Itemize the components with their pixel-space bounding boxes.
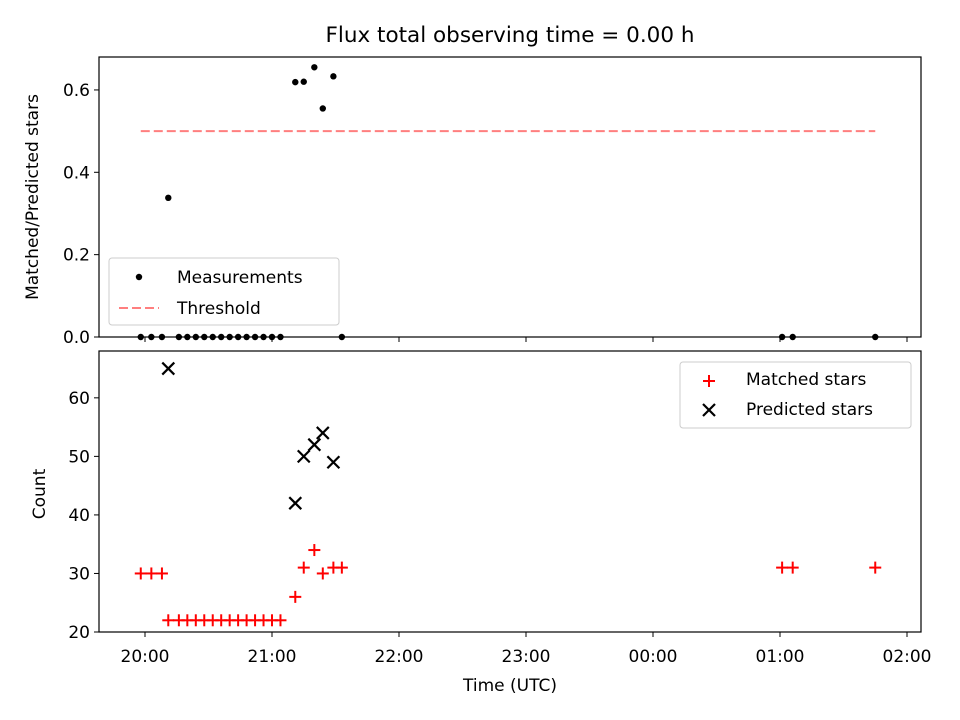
y-tick-label: 0.2 [63, 246, 90, 266]
top-ylabel: Matched/Predicted stars [23, 94, 43, 300]
predicted-stars-point [316, 426, 330, 440]
matched-stars-point [786, 561, 799, 574]
legend-predicted-marker [702, 403, 716, 417]
matched-stars-point [316, 567, 329, 580]
matched-stars-point [335, 561, 348, 574]
predicted-stars-point [161, 361, 176, 376]
plot-area [134, 361, 882, 627]
matched-stars-point [297, 561, 310, 574]
y-tick-label: 40 [68, 506, 90, 526]
chart-title: Flux total observing time = 0.00 h [326, 23, 695, 48]
bottom-subplot: Count Time (UTC) 20 30 40 50 60 20:00 21:00 22:… [30, 350, 932, 696]
y-tick-label: 0.4 [63, 163, 90, 183]
predicted-stars-point [326, 455, 341, 470]
matched-stars-point [162, 614, 175, 627]
legend: Matched stars Predicted stars [679, 361, 912, 429]
matched-stars-point [274, 614, 287, 627]
x-tick-label: 20:00 [121, 647, 170, 667]
bottom-xlabel: Time (UTC) [462, 676, 557, 696]
matched-stars-point [134, 567, 147, 580]
measurement-point [300, 78, 307, 85]
legend-matched-marker [703, 375, 715, 387]
matched-stars-point [155, 567, 168, 580]
legend-threshold-label: Threshold [176, 299, 261, 319]
x-tick-label: 00:00 [629, 647, 678, 667]
x-tick-label: 01:00 [756, 647, 805, 667]
y-tick-label: 30 [68, 564, 90, 584]
bottom-ylabel: Count [30, 468, 50, 519]
measurement-point [319, 105, 326, 112]
matched-stars-point [289, 590, 302, 603]
y-tick-label: 0.6 [63, 81, 90, 101]
y-tick-label: 0.0 [63, 328, 90, 348]
predicted-stars-point [288, 496, 303, 510]
measurement-point [311, 64, 318, 71]
x-tick-label: 23:00 [502, 647, 551, 667]
top-subplot: Matched/Predicted stars 0.0 0.2 0.4 0.6 Meas… [23, 56, 922, 348]
legend-box [679, 361, 912, 429]
legend-measurements-label: Measurements [177, 268, 303, 288]
x-tick-label: 02:00 [883, 647, 932, 667]
x-tick-label: 21:00 [248, 647, 297, 667]
legend-matched-label: Matched stars [746, 370, 866, 390]
matched-stars-point [308, 544, 321, 557]
legend-predicted-label: Predicted stars [746, 400, 873, 420]
x-tick-label: 22:00 [375, 647, 424, 667]
y-tick-label: 20 [68, 623, 90, 643]
axes-frame [98, 56, 922, 338]
measurement-point [330, 73, 337, 80]
axes-frame [98, 350, 922, 633]
legend-measurements-marker [135, 273, 143, 281]
predicted-stars-point [307, 437, 322, 452]
matched-stars-point [145, 567, 158, 580]
y-tick-label: 60 [68, 389, 90, 409]
matched-stars-point [869, 561, 882, 574]
matched-stars-point [776, 561, 789, 574]
measurement-point [165, 194, 172, 202]
predicted-stars-point [296, 449, 311, 464]
legend: Measurements Threshold [108, 257, 340, 326]
y-tick-label: 50 [68, 447, 90, 467]
measurement-point [292, 78, 299, 86]
legend-box [108, 257, 340, 326]
